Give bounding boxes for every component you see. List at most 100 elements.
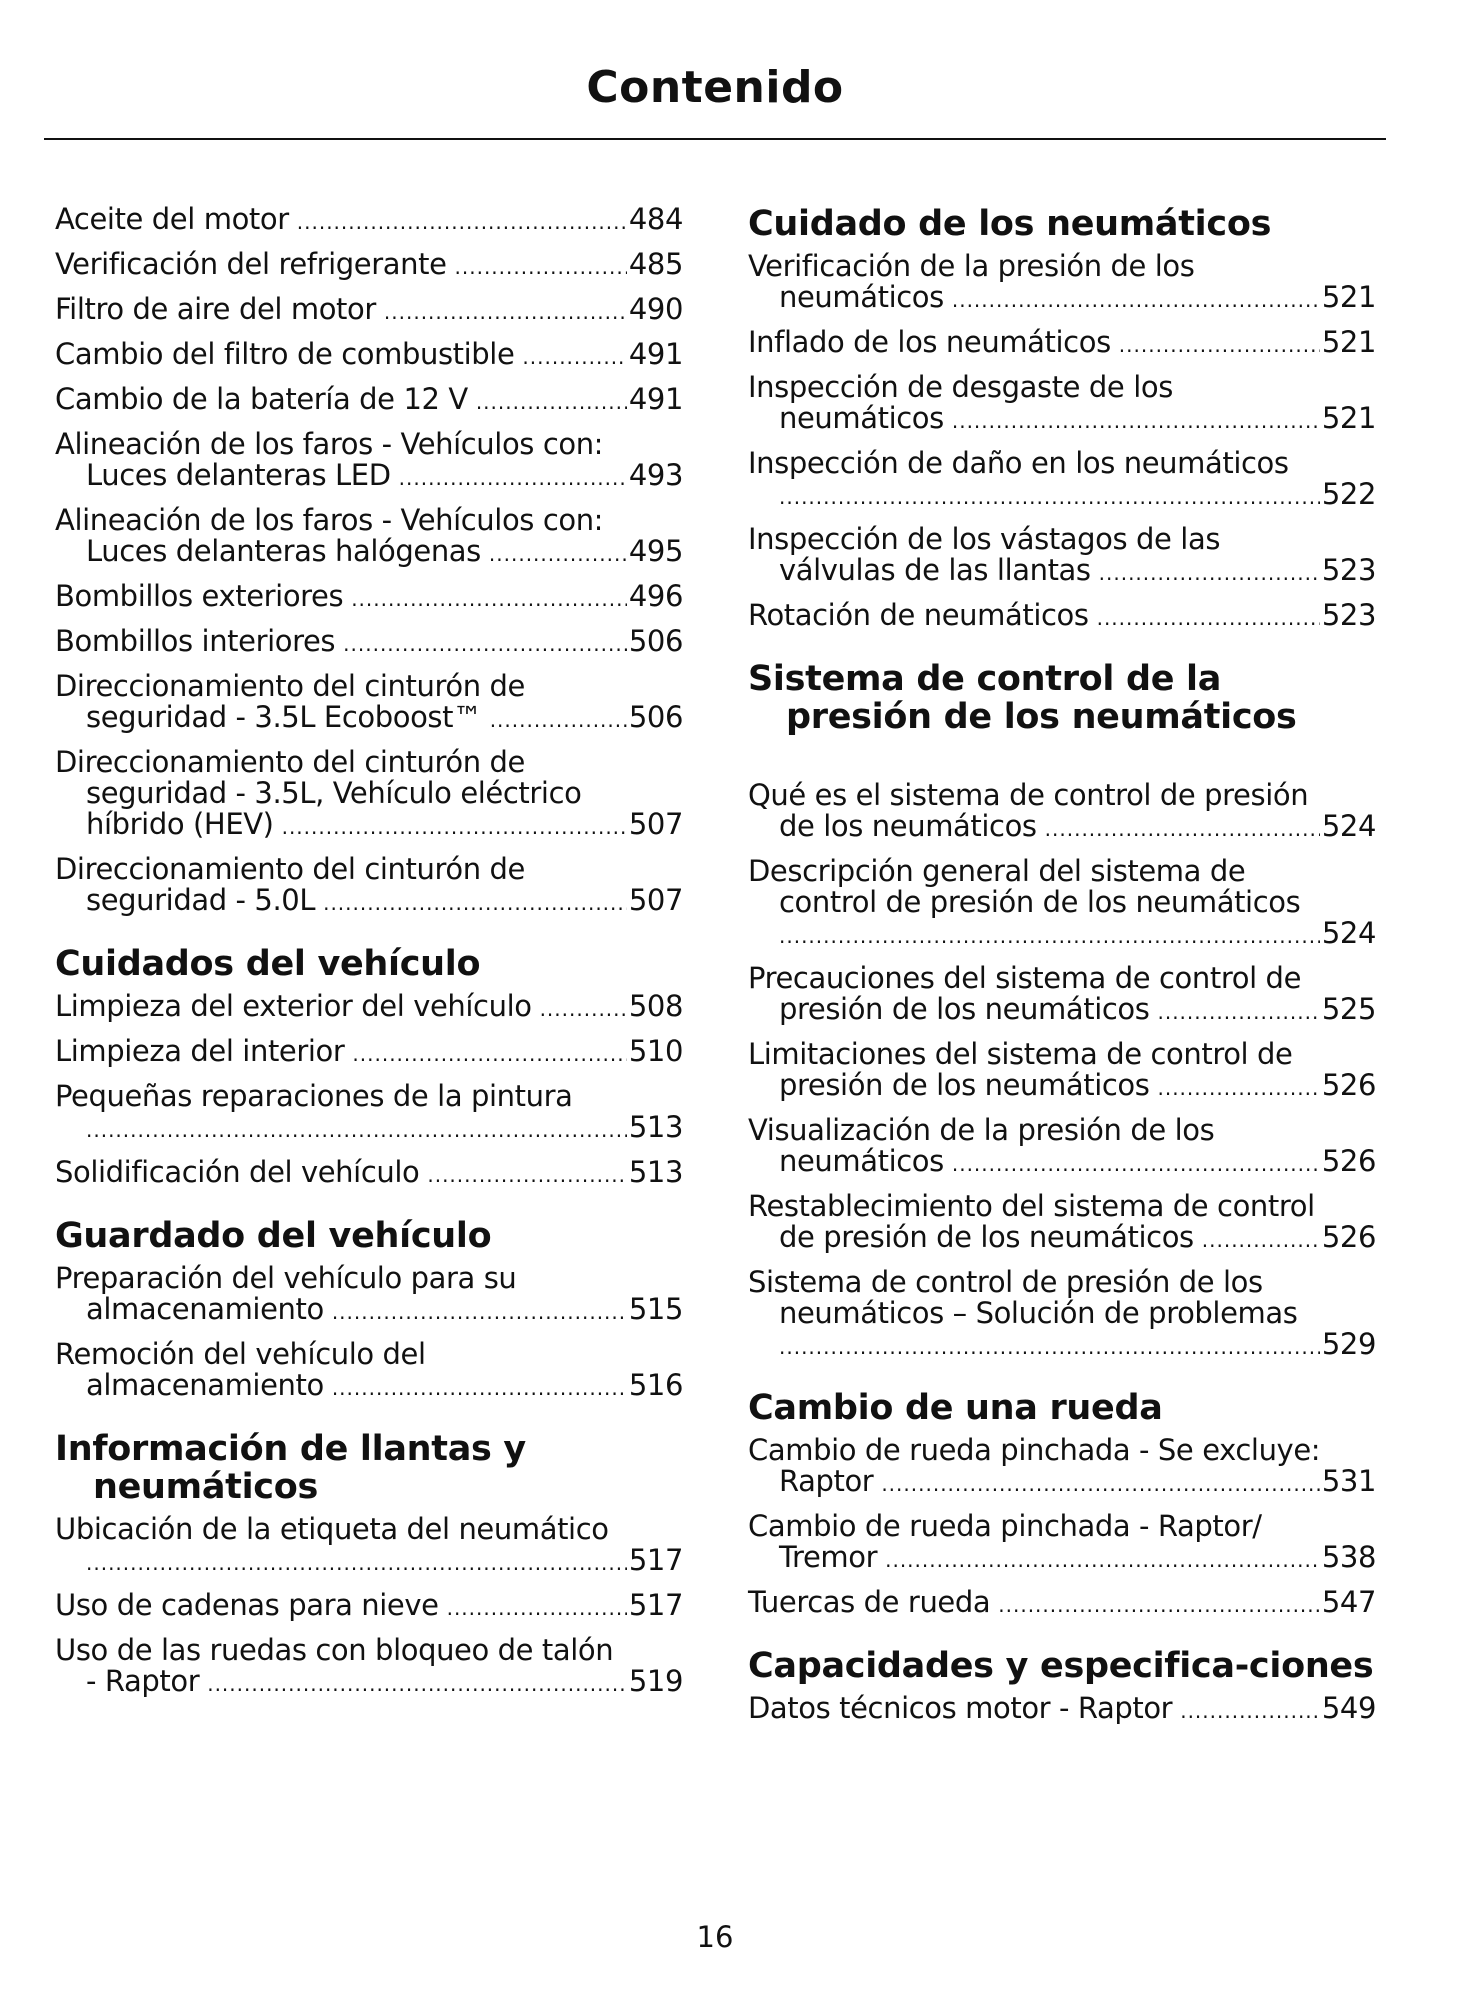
entry-page-number: 513 [628,1110,684,1144]
toc-entry[interactable]: Tuercas de rueda........................… [748,1587,1376,1621]
entry-title-line: Precauciones del sistema de control de [748,961,1302,995]
dot-leader: ........................................… [323,891,627,915]
dot-leader: ........................................… [1096,606,1320,630]
entry-page-number: 521 [1321,401,1377,435]
entry-title-line: Cambio de la batería de 12 V [55,382,468,416]
toc-entry[interactable]: Filtro de aire del motor................… [55,294,683,328]
toc-entry[interactable]: Pequeñas reparaciones de la pintura.....… [55,1081,683,1146]
toc-entry[interactable]: Inspección de los vástagos de las válvula… [748,524,1376,589]
toc-entry[interactable]: Limitaciones del sistema de control de pr… [748,1039,1376,1104]
entry-page-number: 491 [628,337,684,371]
section-heading: Información de llantas y neumáticos [55,1429,526,1507]
entry-last-line: Raptor..................................… [748,1466,1376,1500]
dot-leader: ........................................… [86,1551,627,1575]
toc-entry[interactable]: Direccionamiento del cinturón de segurida… [55,671,683,736]
toc-entry[interactable]: Direccionamiento del cinturón de segurida… [55,747,683,843]
toc-entry[interactable]: Inspección de daño en los neumáticos....… [748,448,1376,513]
toc-entry[interactable]: Sistema de control de presión de los neum… [748,1267,1376,1363]
toc-entry[interactable]: Cambio del filtro de combustible........… [55,339,683,373]
entry-title-line: Verificación de la presión de los [748,249,1195,283]
entry-title-line: Aceite del motor [55,202,289,236]
section-heading: Sistema de control de la presión de los … [748,659,1297,737]
toc-entry[interactable]: Qué es el sistema de control de presión d… [748,780,1376,845]
entry-title-line: Ubicación de la etiqueta del neumático [55,1512,609,1546]
entry-page-number: 524 [1321,809,1377,843]
entry-last-line: Tuercas de rueda........................… [748,1587,1376,1621]
dot-leader: ........................................… [951,1152,1320,1176]
entry-title-line: Sistema de control de presión de los [748,1265,1263,1299]
entry-page-number: 517 [628,1543,684,1577]
entry-last-line: Luces delanteras LED....................… [55,460,683,494]
entry-page-number: 519 [628,1664,684,1698]
entry-title-line: de presión de los neumáticos [779,1220,1194,1254]
dot-leader: ........................................… [86,1118,627,1142]
entry-last-line: almacenamiento..........................… [55,1370,683,1404]
toc-entry[interactable]: Descripción general del sistema de contro… [748,856,1376,952]
toc-entry[interactable]: Visualización de la presión de los neumát… [748,1115,1376,1180]
entry-last-line: ........................................… [748,479,1376,513]
entry-title-line: Limpieza del interior [55,1034,345,1068]
toc-entry[interactable]: Direccionamiento del cinturón de segurida… [55,854,683,919]
toc-entry[interactable]: Limpieza del interior...................… [55,1036,683,1070]
dot-leader: ........................................… [1201,1228,1320,1252]
entry-page-number: 495 [628,534,684,568]
toc-entry[interactable]: Uso de las ruedas con bloqueo de talón - … [55,1635,683,1700]
entry-page-number: 521 [1321,280,1377,314]
entry-title-line: Pequeñas reparaciones de la pintura [55,1079,573,1113]
entry-last-line: de presión de los neumáticos............… [748,1222,1376,1256]
toc-entry[interactable]: Verificación del refrigerante...........… [55,249,683,283]
entry-last-line: ........................................… [55,1545,683,1579]
entry-title-line: almacenamiento [86,1368,324,1402]
toc-entry[interactable]: Inflado de los neumáticos...............… [748,327,1376,361]
toc-entry[interactable]: Cambio de la batería de 12 V............… [55,384,683,418]
dot-leader: ........................................… [446,1596,627,1620]
toc-entry[interactable]: Cambio de rueda pinchada - Raptor/Tremor… [748,1511,1376,1576]
entry-title-line: Direccionamiento del cinturón de [55,852,525,886]
section-heading: Cuidado de los neumáticos [748,204,1272,244]
entry-title-line: Rotación de neumáticos [748,598,1089,632]
entry-page-number: 507 [628,883,684,917]
dot-leader: ........................................… [343,632,627,656]
entry-title-line: Bombillos exteriores [55,579,344,613]
entry-page-number: 490 [628,292,684,326]
entry-title-line: Inspección de los vástagos de las [748,522,1221,556]
dot-leader: ........................................… [207,1672,627,1696]
toc-entry[interactable]: Bombillos exteriores....................… [55,581,683,615]
toc-entry[interactable]: Alineación de los faros - Vehículos con:… [55,429,683,494]
dot-leader: ........................................… [998,1593,1320,1617]
toc-entry[interactable]: Ubicación de la etiqueta del neumático..… [55,1514,683,1579]
entry-title-line: Cambio del filtro de combustible [55,337,515,371]
entry-title-line: seguridad - 3.5L Ecoboost™ [86,700,482,734]
toc-entry[interactable]: Aceite del motor........................… [55,204,683,238]
entry-title-line: seguridad - 3.5L, Vehículo eléctrico [86,776,582,810]
entry-last-line: Aceite del motor........................… [55,204,683,238]
toc-entry[interactable]: Restablecimiento del sistema de control d… [748,1191,1376,1256]
toc-entry[interactable]: Remoción del vehículo del almacenamiento.… [55,1339,683,1404]
toc-entry[interactable]: Precauciones del sistema de control de pr… [748,963,1376,1028]
entry-page-number: 526 [1321,1068,1377,1102]
dot-leader: ........................................… [951,288,1320,312]
toc-entry[interactable]: Alineación de los faros - Vehículos con:… [55,505,683,570]
toc-entry[interactable]: Datos técnicos motor - Raptor...........… [748,1693,1376,1727]
entry-page-number: 515 [628,1292,684,1326]
entry-last-line: presión de los neumáticos...............… [748,1070,1376,1104]
toc-entry[interactable]: Preparación del vehículo para su almacena… [55,1263,683,1328]
entry-page-number: 484 [628,202,684,236]
entry-last-line: - Raptor................................… [55,1666,683,1700]
entry-last-line: Inflado de los neumáticos...............… [748,327,1376,361]
toc-entry[interactable]: Verificación de la presión de los neumáti… [748,251,1376,316]
toc-entry[interactable]: Solidificación del vehículo.............… [55,1157,683,1191]
page-title: Contenido [586,62,844,113]
toc-entry[interactable]: Cambio de rueda pinchada - Se excluye: Ra… [748,1435,1376,1500]
entry-page-number: 531 [1321,1464,1377,1498]
toc-entry[interactable]: Rotación de neumáticos..................… [748,600,1376,634]
toc-entry[interactable]: Limpieza del exterior del vehículo......… [55,991,683,1025]
dot-leader: ........................................… [1044,817,1320,841]
entry-page-number: 526 [1321,1144,1377,1178]
entry-last-line: ........................................… [55,1112,683,1146]
entry-last-line: seguridad - 5.0L........................… [55,885,683,919]
toc-entry[interactable]: Bombillos interiores....................… [55,626,683,660]
toc-entry[interactable]: Uso de cadenas para nieve...............… [55,1590,683,1624]
toc-entry[interactable]: Inspección de desgaste de los neumáticos.… [748,372,1376,437]
entry-page-number: 506 [628,700,684,734]
